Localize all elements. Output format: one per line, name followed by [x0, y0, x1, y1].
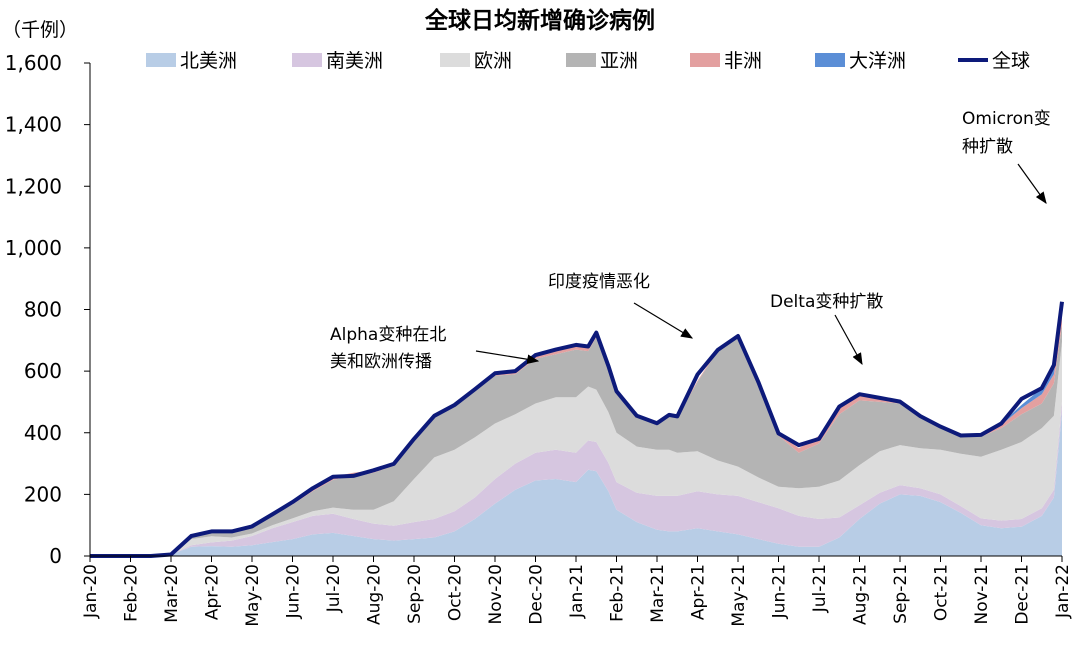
annotation-alpha: Alpha变种在北 美和欧洲传播	[330, 325, 446, 372]
chart-title: 全球日均新增确诊病例	[424, 7, 655, 34]
legend-swatch	[440, 53, 470, 67]
annotation-alpha-arrow	[475, 350, 540, 365]
y-tick-label: 1,400	[5, 113, 62, 137]
annotation-alpha-line2: 美和欧洲传播	[330, 352, 432, 372]
legend-swatch	[815, 53, 845, 67]
x-tick-label: May-20	[243, 564, 263, 627]
legend-item-1: 南美洲	[292, 50, 383, 72]
x-tick-label: Feb-21	[608, 564, 628, 622]
x-tick-label: Dec-21	[1013, 564, 1033, 625]
y-tick-label: 1,000	[5, 236, 62, 260]
legend-label: 亚洲	[600, 50, 638, 72]
legend-item-3: 亚洲	[566, 50, 638, 72]
annotation-omicron: Omicron变 种扩散	[962, 109, 1051, 157]
y-tick-label: 1,600	[5, 51, 62, 75]
x-tick-label: Apr-20	[203, 564, 223, 620]
x-tick-label: Aug-21	[851, 564, 871, 625]
area-layers	[90, 301, 1062, 556]
legend-label: 全球	[992, 50, 1030, 72]
x-tick-label: Dec-20	[527, 564, 547, 625]
legend-swatch	[146, 53, 176, 67]
area-series-1	[90, 401, 1062, 556]
total-line	[90, 301, 1064, 558]
x-tick-label: Oct-20	[446, 564, 466, 621]
x-tick-label: Jan-20	[81, 564, 101, 619]
y-ticks: 0 200 400 600 800 1,000 1,200 1,400 1,600	[5, 51, 90, 568]
annotation-omicron-line2: 种扩散	[962, 137, 1013, 157]
legend-label: 北美洲	[180, 50, 237, 72]
y-unit-label: （千例）	[2, 19, 78, 41]
x-tick-label: Apr-21	[689, 564, 709, 620]
annotation-omicron-arrow	[1017, 163, 1047, 204]
y-tick-label: 600	[24, 359, 62, 383]
x-tick-label: Mar-20	[162, 564, 182, 623]
legend-item-0: 北美洲	[146, 50, 237, 72]
area-series-3	[90, 324, 1062, 556]
x-ticks: Jan-20 Feb-20 Mar-20 Apr-20 May-20 Jun-20 Jul-…	[81, 556, 1073, 627]
x-tick-label: Sep-20	[405, 564, 425, 624]
x-tick-label: Nov-21	[972, 564, 992, 625]
x-tick-label: Feb-20	[122, 564, 142, 622]
annotation-delta-arrow	[834, 314, 863, 366]
legend-label: 南美洲	[326, 50, 383, 72]
annotation-delta-line1: Delta变种扩散	[770, 292, 883, 312]
x-tick-label: Jun-20	[284, 564, 304, 619]
x-tick-label: Sep-21	[891, 564, 911, 624]
y-tick-label: 400	[24, 421, 62, 445]
annotation-india-arrow	[633, 302, 694, 339]
legend-swatch	[292, 53, 322, 67]
area-series-0	[90, 411, 1062, 556]
legend-item-4: 非洲	[690, 50, 762, 72]
x-tick-label: Oct-21	[932, 564, 952, 621]
annotation-alpha-line1: Alpha变种在北	[330, 325, 446, 345]
x-tick-label: Jul-20	[324, 564, 344, 613]
y-tick-label: 1,200	[5, 174, 62, 198]
x-tick-label: Aug-20	[365, 564, 385, 625]
x-tick-label: Nov-20	[486, 564, 506, 625]
x-tick-label: Jan-21	[567, 564, 587, 619]
x-tick-label: Mar-21	[648, 564, 668, 623]
total-line-group	[90, 301, 1064, 558]
legend-item-2: 欧洲	[440, 50, 512, 72]
legend-item-5: 大洋洲	[815, 50, 906, 72]
annotation-delta: Delta变种扩散	[770, 292, 883, 312]
annotation-india: 印度疫情恶化	[548, 272, 650, 292]
x-tick-label: May-21	[729, 564, 749, 627]
x-tick-label: Jan-22	[1053, 564, 1073, 619]
legend-label: 大洋洲	[849, 50, 906, 72]
area-series-2	[90, 341, 1062, 556]
legend-label: 欧洲	[474, 50, 512, 72]
annotation-india-line1: 印度疫情恶化	[548, 272, 650, 292]
x-tick-label: Jul-21	[810, 564, 830, 613]
legend: 北美洲 南美洲 欧洲 亚洲 非洲 大洋洲 全球	[146, 50, 1030, 72]
legend-swatch	[690, 53, 720, 67]
legend-swatch	[566, 53, 596, 67]
y-tick-label: 0	[49, 544, 62, 568]
x-tick-label: Jun-21	[770, 564, 790, 619]
y-tick-label: 200	[24, 482, 62, 506]
y-tick-label: 800	[24, 298, 62, 322]
legend-item-6: 全球	[958, 50, 1030, 72]
annotation-omicron-line1: Omicron变	[962, 109, 1051, 129]
annotations: Alpha变种在北 美和欧洲传播 印度疫情恶化 Delta变种扩散 Omicro…	[330, 109, 1051, 372]
legend-label: 非洲	[724, 50, 762, 72]
